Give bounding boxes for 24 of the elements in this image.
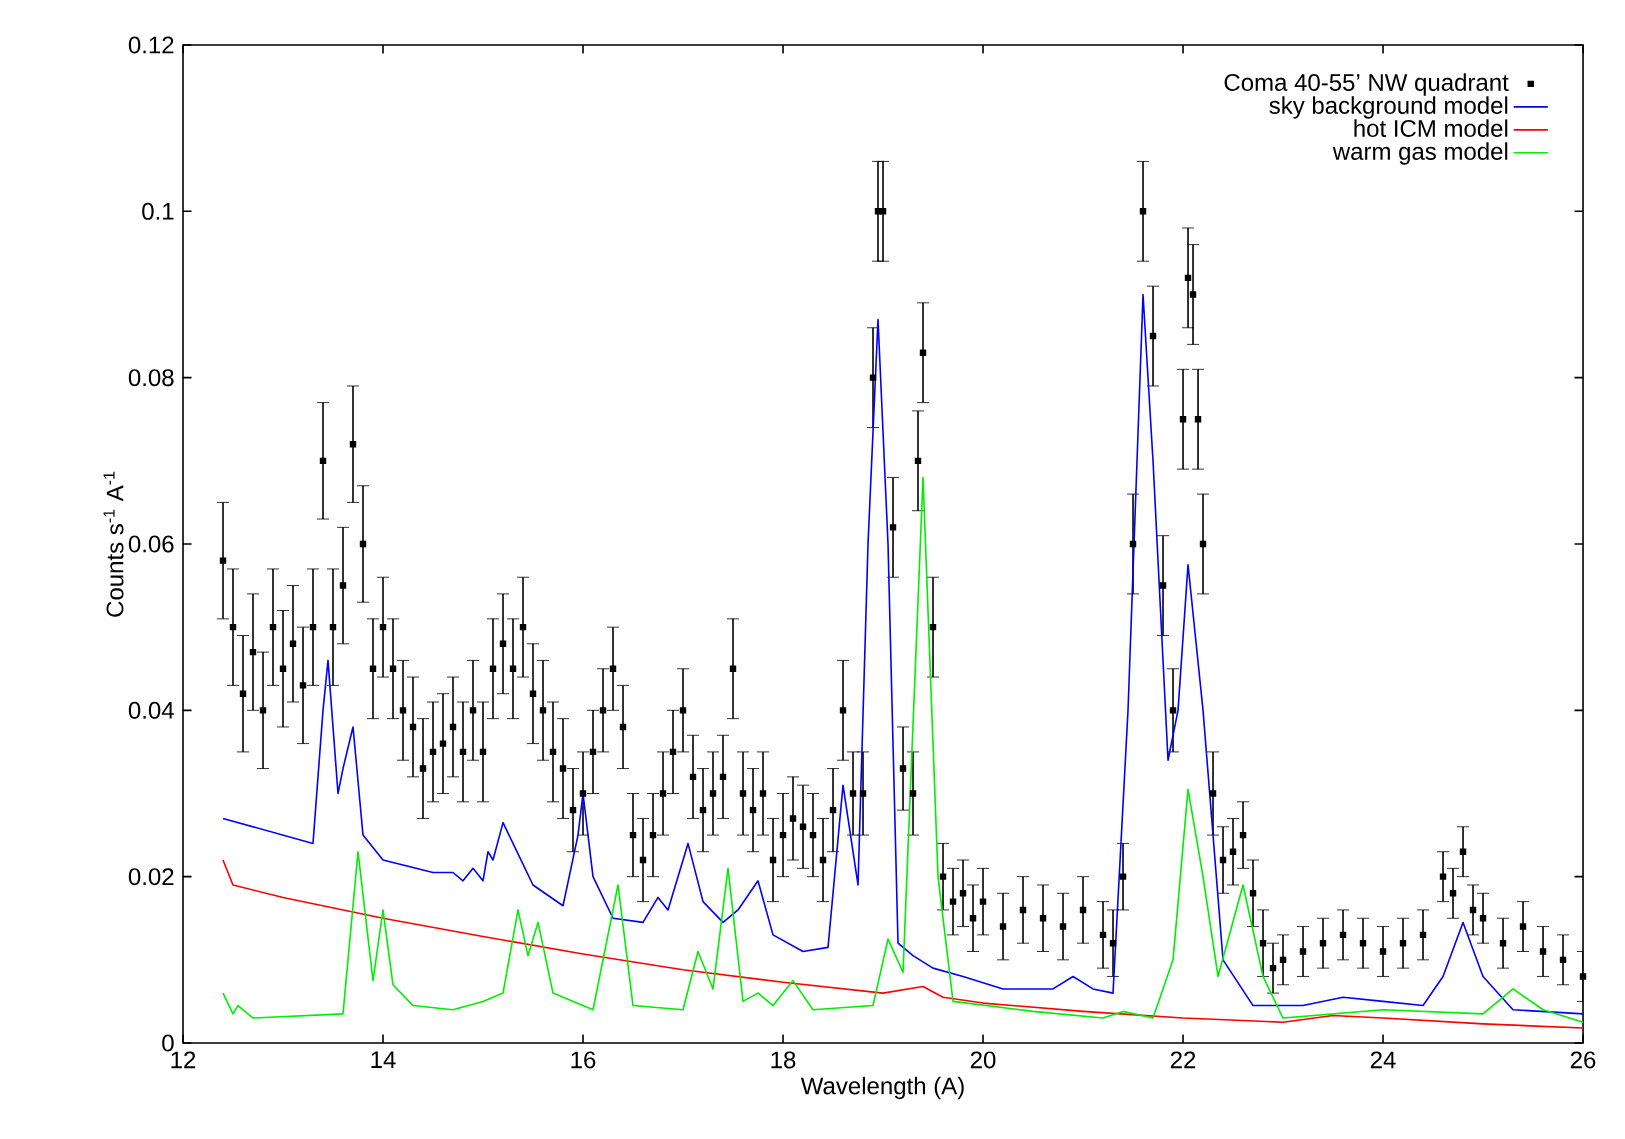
y-tick-label: 0.12: [128, 36, 174, 54]
y-tick-label: 0.02: [128, 868, 174, 886]
line-series: [222, 293, 1584, 1015]
x-tick-label: 20: [970, 1051, 996, 1069]
y-tick-label: 0.06: [128, 535, 174, 553]
x-axis-title: Wavelength (A): [800, 1076, 964, 1100]
x-tick-label: 12: [171, 1051, 196, 1069]
legend-label: sky background model: [1269, 96, 1508, 119]
line-series: [222, 476, 1584, 1024]
y-tick-label: 0.04: [128, 701, 174, 719]
y-tick-label: 0.1: [142, 202, 174, 220]
y-tick-label: 0: [162, 1034, 174, 1052]
legend-label: hot ICM model: [1354, 119, 1508, 137]
x-tick-label: 24: [1370, 1051, 1396, 1069]
x-tick-label: 16: [571, 1051, 596, 1069]
x-tick-label: 26: [1570, 1051, 1596, 1069]
legend-label: Coma 40-55’ NW quadrant: [1224, 73, 1509, 96]
y-axis-title: Counts s$^{-1}$ A$^{-1}$: [103, 471, 124, 617]
x-tick-label: 14: [371, 1051, 396, 1068]
x-tick-label: 18: [771, 1051, 796, 1069]
legend-label: warm gas model: [1332, 142, 1508, 165]
y-tick-label: 0.08: [128, 369, 174, 387]
line-series: [222, 859, 1584, 1029]
x-tick-label: 22: [1170, 1051, 1196, 1069]
